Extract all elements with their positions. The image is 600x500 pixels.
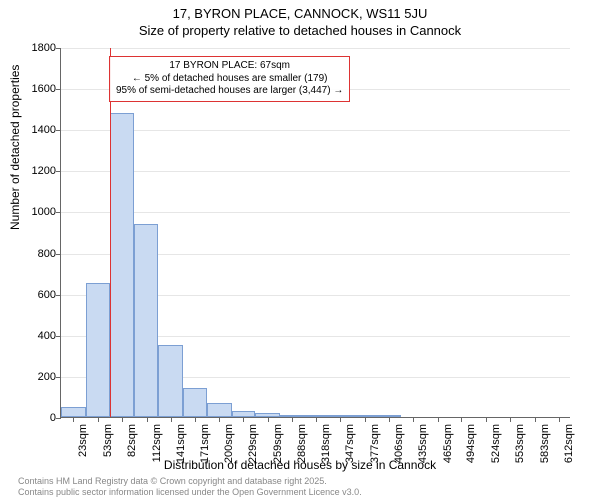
- ytick-label: 200: [16, 371, 56, 383]
- xtick-mark: [316, 417, 317, 422]
- title-line-1: 17, BYRON PLACE, CANNOCK, WS11 5JU: [0, 6, 600, 21]
- histogram-bar: [61, 407, 86, 417]
- chart-title-block: 17, BYRON PLACE, CANNOCK, WS11 5JU Size …: [0, 0, 600, 38]
- chart-area: 02004006008001000120014001600180023sqm53…: [60, 48, 570, 418]
- property-marker-line: [110, 48, 111, 417]
- ytick-label: 1600: [16, 83, 56, 95]
- xtick-mark: [389, 417, 390, 422]
- xtick-mark: [559, 417, 560, 422]
- title-line-2: Size of property relative to detached ho…: [0, 23, 600, 38]
- gridline: [61, 130, 570, 131]
- xtick-mark: [195, 417, 196, 422]
- xtick-label: 23sqm: [77, 424, 89, 457]
- footer-line-2: Contains public sector information licen…: [18, 487, 362, 498]
- xtick-mark: [122, 417, 123, 422]
- ytick-label: 0: [16, 412, 56, 424]
- ytick-label: 1200: [16, 165, 56, 177]
- histogram-bar: [110, 113, 135, 417]
- xtick-mark: [438, 417, 439, 422]
- annotation-line-3: 95% of semi-detached houses are larger (…: [116, 85, 343, 98]
- ytick-mark: [56, 254, 61, 255]
- xtick-mark: [243, 417, 244, 422]
- xtick-label: 53sqm: [102, 424, 114, 457]
- xtick-mark: [486, 417, 487, 422]
- ytick-mark: [56, 377, 61, 378]
- xtick-mark: [147, 417, 148, 422]
- ytick-label: 600: [16, 289, 56, 301]
- xtick-mark: [340, 417, 341, 422]
- xtick-mark: [413, 417, 414, 422]
- ytick-label: 1000: [16, 206, 56, 218]
- xtick-mark: [510, 417, 511, 422]
- histogram-bar: [134, 224, 158, 417]
- annotation-line-2: ← 5% of detached houses are smaller (179…: [116, 73, 343, 86]
- ytick-mark: [56, 130, 61, 131]
- ytick-label: 1800: [16, 42, 56, 54]
- ytick-mark: [56, 212, 61, 213]
- plot-area: 02004006008001000120014001600180023sqm53…: [60, 48, 570, 418]
- xtick-mark: [171, 417, 172, 422]
- ytick-label: 800: [16, 248, 56, 260]
- xtick-mark: [292, 417, 293, 422]
- xtick-mark: [268, 417, 269, 422]
- histogram-bar: [183, 388, 207, 417]
- xtick-mark: [461, 417, 462, 422]
- ytick-label: 400: [16, 330, 56, 342]
- ytick-mark: [56, 171, 61, 172]
- ytick-mark: [56, 336, 61, 337]
- histogram-bar: [158, 345, 183, 417]
- xtick-mark: [219, 417, 220, 422]
- ytick-mark: [56, 48, 61, 49]
- annotation-box: 17 BYRON PLACE: 67sqm ← 5% of detached h…: [109, 56, 350, 102]
- xtick-mark: [535, 417, 536, 422]
- xtick-mark: [73, 417, 74, 422]
- gridline: [61, 48, 570, 49]
- xtick-mark: [98, 417, 99, 422]
- xtick-label: 112sqm: [151, 424, 163, 462]
- x-axis-title: Distribution of detached houses by size …: [0, 458, 600, 472]
- histogram-bar: [207, 403, 232, 417]
- gridline: [61, 212, 570, 213]
- annotation-line-1: 17 BYRON PLACE: 67sqm: [116, 60, 343, 73]
- footer-attribution: Contains HM Land Registry data © Crown c…: [18, 476, 362, 498]
- histogram-bar: [86, 283, 110, 417]
- gridline: [61, 171, 570, 172]
- xtick-label: 82sqm: [126, 424, 138, 457]
- ytick-mark: [56, 89, 61, 90]
- ytick-label: 1400: [16, 124, 56, 136]
- ytick-mark: [56, 418, 61, 419]
- footer-line-1: Contains HM Land Registry data © Crown c…: [18, 476, 362, 487]
- ytick-mark: [56, 295, 61, 296]
- xtick-mark: [365, 417, 366, 422]
